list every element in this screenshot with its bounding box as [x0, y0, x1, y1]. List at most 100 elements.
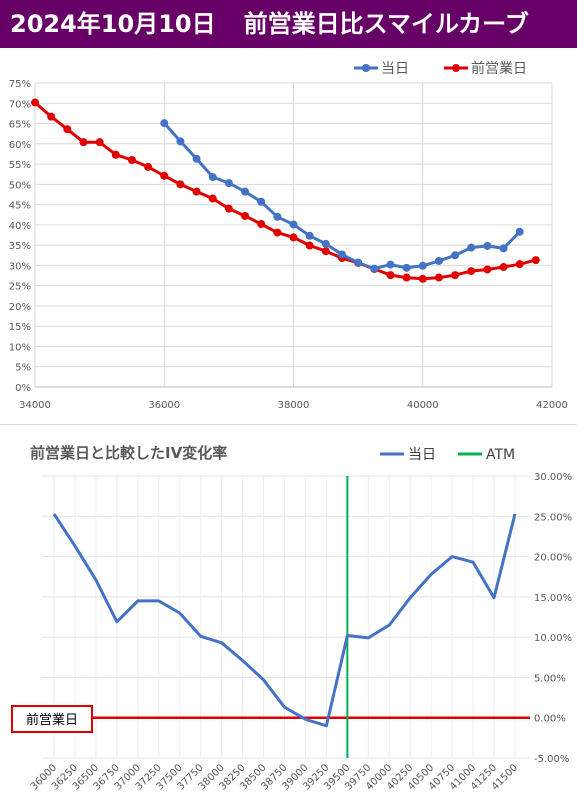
header-banner: 2024年10月10日 前営業日比スマイルカーブ [0, 0, 577, 48]
y-tick-label: 20% [9, 302, 31, 313]
iv-change-chart: 前営業日と比較したIV変化率 -5.00% 0.00% 5.00% 10.00% 15.… [0, 424, 577, 802]
data-point [63, 125, 72, 134]
y-tick-label: 0.00% [534, 714, 566, 725]
y-tick-label: 10% [9, 342, 31, 353]
data-point [127, 156, 136, 165]
x-tick-label: 36000 [148, 400, 180, 411]
y-tick-label: 35% [9, 241, 31, 252]
data-point [47, 112, 56, 121]
y-tick-label: 25% [9, 282, 31, 293]
data-point [434, 256, 443, 265]
data-point [79, 138, 88, 147]
data-point [467, 243, 476, 252]
chart1-series [31, 98, 540, 283]
y-tick-label: 25.00% [534, 512, 572, 523]
chart2-series [42, 476, 530, 758]
y-tick-label: 10.00% [534, 633, 572, 644]
y-tick-label: 0% [15, 383, 31, 394]
data-point [386, 260, 395, 269]
x-tick-label: 38000 [278, 400, 310, 411]
data-point [451, 271, 460, 280]
data-point [354, 258, 363, 267]
data-point [176, 137, 185, 146]
data-point [499, 244, 508, 253]
data-point [224, 179, 233, 188]
data-point [337, 250, 346, 259]
data-point [370, 264, 379, 273]
series-line-today [52, 513, 517, 728]
chart2-gridlines [42, 475, 530, 759]
data-point [451, 251, 460, 260]
chart2-legend: 当日 ATM [380, 447, 515, 463]
y-tick-label: -5.00% [534, 754, 569, 765]
y-tick-label: 5% [15, 363, 31, 374]
data-point [402, 273, 411, 282]
y-tick-label: 15.00% [534, 593, 572, 604]
data-point [192, 187, 201, 196]
data-point [418, 261, 427, 270]
banner-date: 2024年10月10日 [10, 10, 216, 38]
y-tick-label: 75% [9, 79, 31, 90]
y-tick-label: 30% [9, 261, 31, 272]
chart1-x-axis: 34000 36000 38000 40000 42000 [19, 400, 568, 411]
data-point [257, 197, 266, 206]
data-point [305, 231, 314, 240]
data-point [160, 171, 169, 180]
y-tick-label: 20.00% [534, 553, 572, 564]
data-point [95, 138, 104, 147]
legend-marker-today [362, 64, 370, 72]
data-point [31, 98, 39, 107]
y-tick-label: 45% [9, 201, 31, 212]
data-point [160, 119, 169, 128]
y-tick-label: 70% [9, 99, 31, 110]
data-point [176, 180, 185, 189]
y-tick-label: 40% [9, 221, 31, 232]
data-point [531, 256, 540, 265]
data-point [499, 263, 508, 272]
data-point [515, 260, 524, 269]
data-point [208, 194, 217, 203]
data-point [434, 273, 443, 282]
chart1-y-axis: 0% 5% 10% 15% 20% 25% 30% 35% 40% 45% 50% 55% 60% 65%… [9, 79, 31, 394]
chart2-y-axis: -5.00% 0.00% 5.00% 10.00% 15.00% 20.00% 25.00%… [534, 472, 572, 765]
data-point [418, 274, 427, 283]
data-point [289, 233, 298, 242]
data-point [321, 239, 330, 248]
legend2-label-atm: ATM [486, 447, 515, 463]
data-point [111, 150, 120, 159]
data-point [305, 241, 314, 250]
data-point [273, 212, 282, 221]
y-tick-label: 5.00% [534, 673, 566, 684]
data-point [321, 247, 330, 256]
data-point [224, 204, 233, 213]
data-point [483, 241, 492, 250]
data-point [402, 263, 411, 272]
data-point [208, 173, 217, 182]
data-point [289, 220, 298, 229]
y-tick-label: 30.00% [534, 472, 572, 483]
banner-title: 前営業日比スマイルカーブ [243, 10, 529, 38]
data-point [241, 211, 250, 220]
data-point [273, 228, 282, 237]
legend-label-prev: 前営業日 [471, 60, 527, 77]
y-tick-label: 60% [9, 140, 31, 151]
chart1-gridlines [34, 82, 553, 388]
data-point [144, 162, 153, 171]
prev-day-label-box: 前営業日 [11, 705, 93, 733]
legend2-label-today: 当日 [408, 447, 436, 463]
y-tick-label: 55% [9, 160, 31, 171]
legend-marker-prev [452, 64, 460, 72]
data-point [483, 265, 492, 274]
x-tick-label: 42000 [536, 400, 568, 411]
x-tick-label: 34000 [19, 400, 51, 411]
data-point [467, 267, 476, 276]
legend-label-today: 当日 [381, 61, 409, 77]
data-point [257, 220, 266, 229]
data-point [386, 271, 395, 280]
x-tick-label: 40000 [407, 400, 439, 411]
data-point [241, 187, 250, 196]
y-tick-label: 65% [9, 120, 31, 131]
chart2-title: 前営業日と比較したIV変化率 [30, 444, 227, 462]
chart1-legend: 当日 前営業日 [354, 60, 527, 77]
smile-curve-chart: 0% 5% 10% 15% 20% 25% 30% 35% 40% 45% 50% 55% 60% 65%… [0, 48, 577, 422]
